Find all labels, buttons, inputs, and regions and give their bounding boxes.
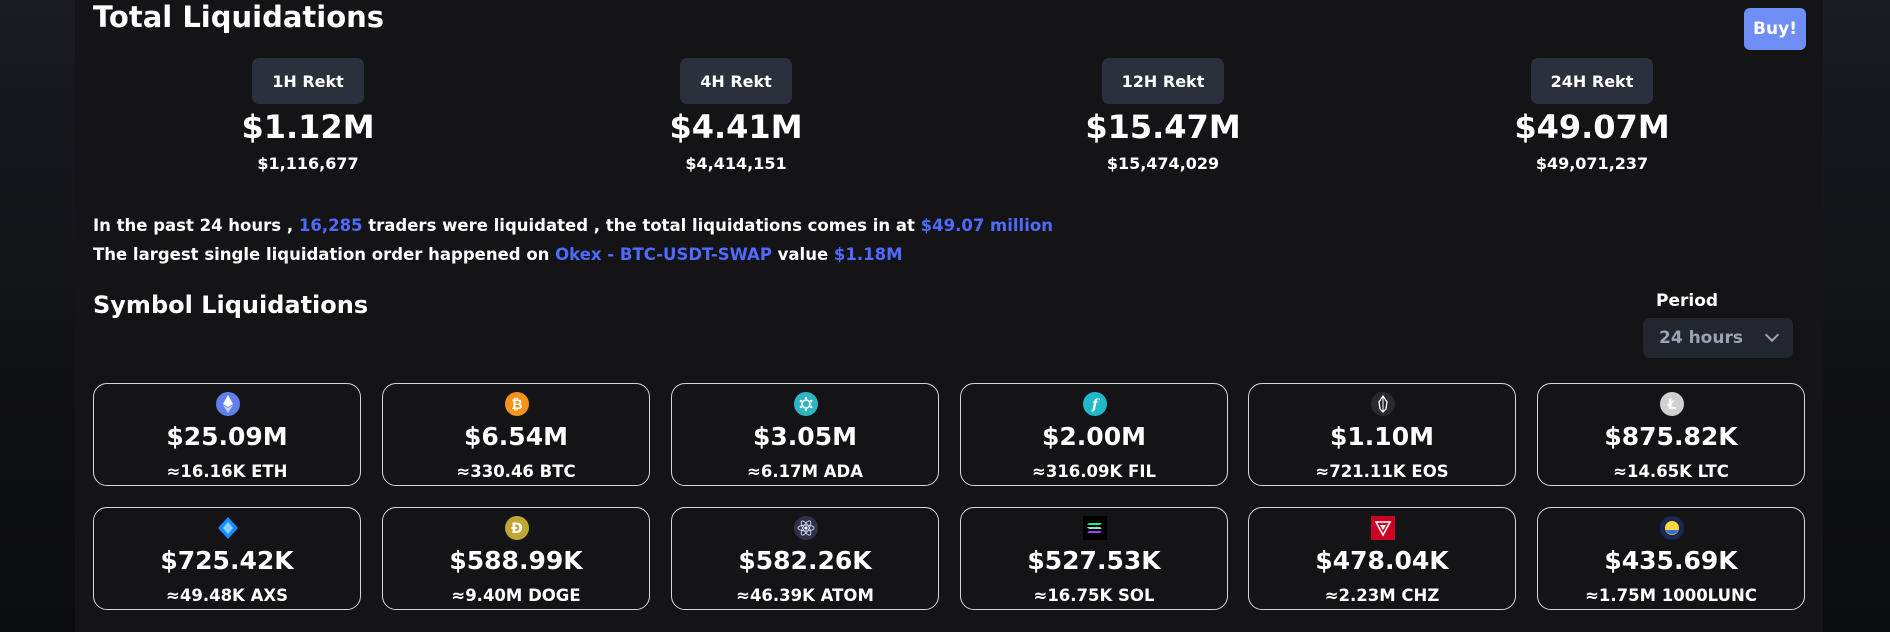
symbol-amount: $582.26K (738, 546, 872, 575)
symbol-quantity: ≈1.75M 1000LUNC (1585, 586, 1757, 605)
rekt-24h: 24H Rekt $49.07M $49,071,237 (1442, 58, 1742, 173)
solana-icon (1083, 516, 1107, 540)
period-value: 24 hours (1659, 328, 1743, 348)
ethereum-icon (216, 392, 240, 416)
rekt-12h: 12H Rekt $15.47M $15,474,029 (1013, 58, 1313, 173)
litecoin-icon: Ł (1660, 392, 1684, 416)
cosmos-icon (794, 516, 818, 540)
page-title: Total Liquidations (93, 0, 385, 34)
rekt-4h: 4H Rekt $4.41M $4,414,151 (586, 58, 886, 173)
period-label: Period (1656, 291, 1719, 311)
symbol-card-doge[interactable]: Ð $588.99K ≈9.40M DOGE (382, 507, 650, 610)
rekt-4h-exact: $4,414,151 (685, 154, 787, 173)
symbol-quantity: ≈49.48K AXS (166, 586, 288, 605)
symbol-amount: $6.54M (464, 422, 568, 451)
chiliz-icon (1371, 516, 1395, 540)
symbol-card-ltc[interactable]: Ł $875.82K ≈14.65K LTC (1537, 383, 1805, 486)
eos-icon (1371, 392, 1395, 416)
period-select[interactable]: 24 hours (1643, 318, 1793, 358)
axie-icon (218, 517, 238, 539)
main-panel (75, 0, 1823, 632)
rekt-24h-tab[interactable]: 24H Rekt (1530, 58, 1654, 104)
symbol-card-chz[interactable]: $478.04K ≈2.23M CHZ (1248, 507, 1516, 610)
traders-count: 16,285 (298, 216, 363, 235)
liquidation-summary: In the past 24 hours , 16,285 traders we… (93, 211, 1053, 269)
symbol-quantity: ≈6.17M ADA (747, 462, 863, 481)
symbol-amount: $25.09M (166, 422, 288, 451)
symbol-card-lunc[interactable]: $435.69K ≈1.75M 1000LUNC (1537, 507, 1805, 610)
symbol-amount: $725.42K (160, 546, 294, 575)
symbol-amount: $3.05M (753, 422, 857, 451)
summary-text: In the past 24 hours , (93, 216, 299, 235)
symbol-card-atom[interactable]: $582.26K ≈46.39K ATOM (671, 507, 939, 610)
buy-button[interactable]: Buy! (1744, 8, 1806, 50)
cardano-icon (794, 392, 818, 416)
rekt-1h-exact: $1,116,677 (257, 154, 359, 173)
symbol-amount: $527.53K (1027, 546, 1161, 575)
symbol-card-sol[interactable]: $527.53K ≈16.75K SOL (960, 507, 1228, 610)
symbol-card-eth[interactable]: $25.09M ≈16.16K ETH (93, 383, 361, 486)
svg-text:Ð: Ð (511, 521, 523, 537)
bitcoin-icon: ₿ (505, 392, 529, 416)
symbol-card-btc[interactable]: ₿ $6.54M ≈330.46 BTC (382, 383, 650, 486)
rekt-1h-tab[interactable]: 1H Rekt (252, 58, 364, 104)
largest-order-value: $1.18M (833, 245, 903, 264)
summary-text: The largest single liquidation order hap… (93, 245, 556, 264)
terra-luna-icon (1660, 516, 1684, 540)
dogecoin-icon: Ð (505, 516, 529, 540)
symbol-amount: $1.10M (1330, 422, 1434, 451)
symbol-amount: $2.00M (1042, 422, 1146, 451)
symbol-amount: $875.82K (1604, 422, 1738, 451)
symbol-quantity: ≈2.23M CHZ (1324, 586, 1440, 605)
symbol-card-fil[interactable]: f $2.00M ≈316.09K FIL (960, 383, 1228, 486)
rekt-24h-value: $49.07M (1514, 108, 1670, 146)
summary-text: value (771, 245, 834, 264)
symbol-quantity: ≈721.11K EOS (1315, 462, 1449, 481)
rekt-1h-value: $1.12M (241, 108, 375, 146)
symbol-card-eos[interactable]: $1.10M ≈721.11K EOS (1248, 383, 1516, 486)
symbol-card-axs[interactable]: $725.42K ≈49.48K AXS (93, 507, 361, 610)
svg-text:Ł: Ł (1667, 397, 1677, 413)
filecoin-icon: f (1083, 392, 1107, 416)
rekt-1h: 1H Rekt $1.12M $1,116,677 (158, 58, 458, 173)
symbol-quantity: ≈14.65K LTC (1613, 462, 1729, 481)
symbol-liquidations-title: Symbol Liquidations (93, 291, 369, 319)
symbol-quantity: ≈46.39K ATOM (736, 586, 874, 605)
symbol-card-ada[interactable]: $3.05M ≈6.17M ADA (671, 383, 939, 486)
summary-line-1: In the past 24 hours , 16,285 traders we… (93, 211, 1053, 240)
symbol-amount: $435.69K (1604, 546, 1738, 575)
rekt-12h-value: $15.47M (1085, 108, 1241, 146)
symbol-quantity: ≈330.46 BTC (456, 462, 576, 481)
svg-text:f: f (1091, 397, 1101, 413)
chevron-down-icon (1764, 327, 1780, 343)
total-liquidations: $49.07 million (920, 216, 1053, 235)
symbol-amount: $478.04K (1315, 546, 1449, 575)
rekt-4h-value: $4.41M (669, 108, 803, 146)
symbol-amount: $588.99K (449, 546, 583, 575)
rekt-12h-tab[interactable]: 12H Rekt (1101, 58, 1225, 104)
symbol-quantity: ≈16.75K SOL (1033, 586, 1155, 605)
rekt-24h-exact: $49,071,237 (1535, 154, 1649, 173)
symbol-quantity: ≈16.16K ETH (166, 462, 288, 481)
summary-text: traders were liquidated , the total liqu… (362, 216, 921, 235)
symbol-quantity: ≈316.09K FIL (1032, 462, 1156, 481)
summary-line-2: The largest single liquidation order hap… (93, 240, 1053, 269)
symbol-quantity: ≈9.40M DOGE (451, 586, 581, 605)
rekt-12h-exact: $15,474,029 (1106, 154, 1220, 173)
largest-order-pair: Okex - BTC-USDT-SWAP (555, 245, 772, 264)
rekt-4h-tab[interactable]: 4H Rekt (680, 58, 792, 104)
svg-text:₿: ₿ (511, 397, 522, 413)
